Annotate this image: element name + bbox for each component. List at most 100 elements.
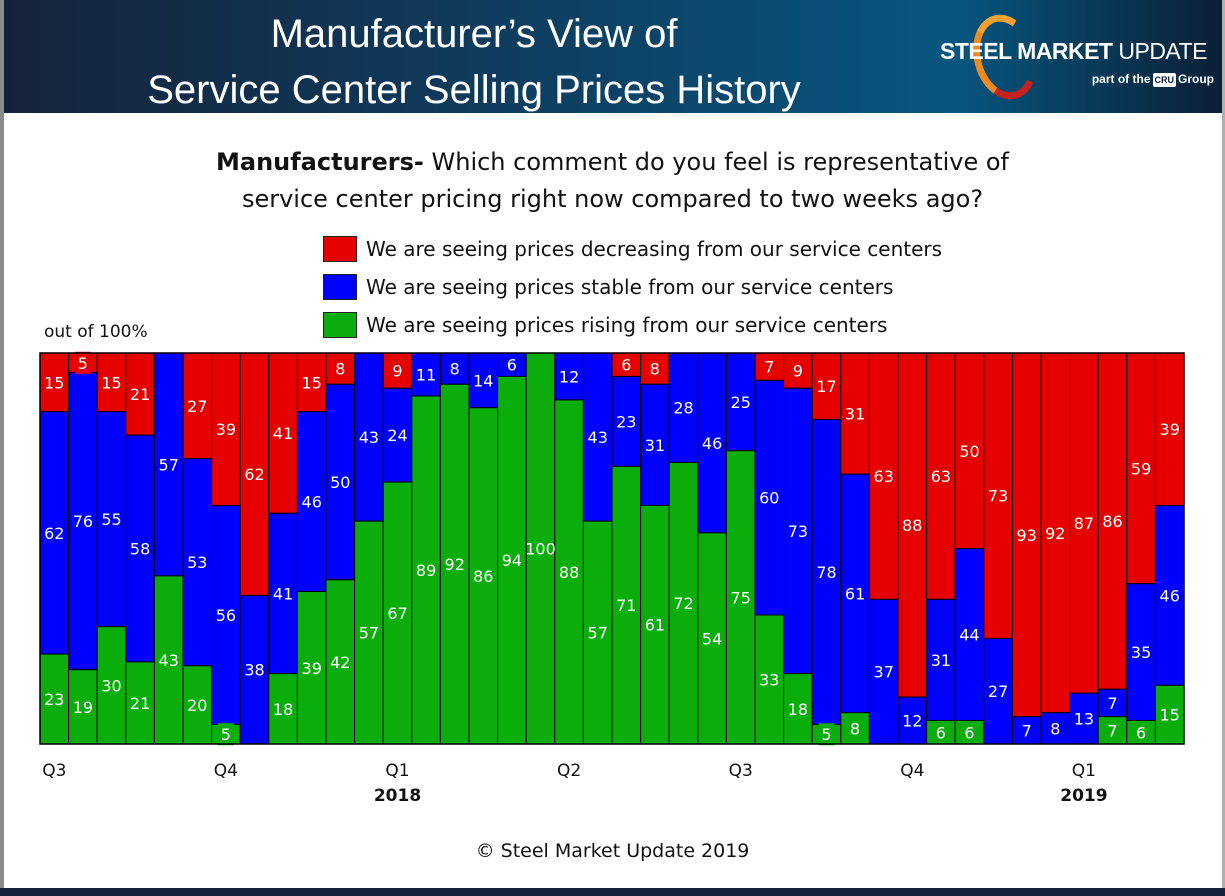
window-frame-right <box>1222 0 1225 896</box>
data-label-background <box>217 723 234 746</box>
data-label: 18 <box>788 700 808 719</box>
data-label: 28 <box>673 399 693 418</box>
copyright: © Steel Market Update 2019 <box>475 840 750 862</box>
legend-swatch-red <box>323 236 357 262</box>
bar-segment <box>1069 692 1099 745</box>
bar-segment <box>640 504 670 745</box>
data-label: 87 <box>1074 514 1094 533</box>
bar-segment <box>382 481 413 745</box>
question-line-1: Which comment do you feel is representat… <box>431 148 1010 176</box>
logo-text: STEEL MARKET UPDATE <box>940 38 1207 65</box>
data-label: 12 <box>902 712 922 731</box>
bar-segment <box>411 395 441 745</box>
data-label: 72 <box>673 594 693 613</box>
data-label: 8 <box>450 360 460 379</box>
x-year-label: 2019 <box>1060 786 1107 806</box>
data-label: 6 <box>621 356 631 375</box>
bar-segment <box>39 411 70 655</box>
data-label: 8 <box>650 360 660 379</box>
survey-question: Manufacturers- Which comment do you feel… <box>150 144 1075 218</box>
data-label: 20 <box>187 696 207 715</box>
data-label: 63 <box>931 467 951 486</box>
x-tick-label: Q3 <box>729 761 753 781</box>
data-label: 53 <box>187 553 207 572</box>
bar-segment <box>296 411 327 593</box>
data-label: 71 <box>616 596 636 615</box>
data-label: 62 <box>244 465 264 484</box>
data-label: 8 <box>1050 719 1060 738</box>
data-label: 5 <box>78 354 88 373</box>
data-label: 73 <box>788 522 808 541</box>
data-label: 58 <box>130 540 150 559</box>
bar-segment <box>268 512 298 675</box>
data-label: 6 <box>964 723 974 742</box>
data-label: 6 <box>1136 723 1146 742</box>
legend-swatch-green <box>323 312 357 338</box>
window-frame-left <box>0 0 4 896</box>
data-label: 94 <box>502 551 522 570</box>
data-label: 7 <box>1107 694 1117 713</box>
title-line-1: Manufacturer’s View of <box>270 12 678 56</box>
data-label: 23 <box>616 412 636 431</box>
logo-light: UPDATE <box>1118 38 1207 64</box>
question-bold: Manufacturers- <box>215 148 424 176</box>
chart-legend: We are seeing prices decreasing from our… <box>323 230 942 344</box>
x-tick-label: Q4 <box>900 761 924 781</box>
bar-segment <box>182 665 213 745</box>
data-label: 11 <box>416 366 436 385</box>
bar-segment <box>1040 712 1071 745</box>
data-label: 9 <box>392 362 402 381</box>
x-tick-label: Q1 <box>385 761 409 781</box>
data-label: 100 <box>525 540 556 559</box>
data-label: 31 <box>645 436 665 455</box>
data-label: 18 <box>273 700 293 719</box>
data-label: 23 <box>44 690 64 709</box>
bar-segment <box>754 614 785 745</box>
data-label: 63 <box>874 467 894 486</box>
data-label: 39 <box>1160 420 1180 439</box>
data-label: 59 <box>1131 459 1151 478</box>
legend-item-decreasing: We are seeing prices decreasing from our… <box>323 230 942 268</box>
bar-segment <box>239 594 270 745</box>
data-label: 93 <box>1017 526 1037 545</box>
bar-segment <box>239 352 270 596</box>
legend-item-rising: We are seeing prices rising from our ser… <box>323 306 942 344</box>
data-label: 43 <box>588 428 608 447</box>
data-label: 14 <box>473 371 493 390</box>
bar-segment <box>1069 352 1099 694</box>
data-label: 8 <box>850 719 860 738</box>
data-label: 6 <box>936 723 946 742</box>
bar-segment <box>1011 352 1042 718</box>
data-label: 15 <box>1160 706 1180 725</box>
header-banner: Manufacturer’s View of Service Center Se… <box>4 0 1222 113</box>
data-label: 73 <box>988 487 1008 506</box>
legend-label: We are seeing prices stable from our ser… <box>366 275 894 299</box>
data-label: 30 <box>101 676 121 695</box>
bar-segment <box>754 379 785 616</box>
data-label: 15 <box>44 373 64 392</box>
data-label: 35 <box>1131 643 1151 662</box>
data-label-background <box>74 351 91 374</box>
bar-segment <box>468 407 499 745</box>
data-label: 86 <box>473 567 493 586</box>
bar-segment <box>96 626 127 745</box>
data-label: 13 <box>1074 710 1094 729</box>
logo-sub-suffix: Group <box>1178 72 1214 86</box>
data-label: 78 <box>816 563 836 582</box>
bar-segment <box>439 383 470 745</box>
logo-sub-prefix: part of the <box>1091 72 1151 86</box>
data-label: 92 <box>445 555 465 574</box>
data-label: 21 <box>130 385 150 404</box>
data-label: 50 <box>330 473 350 492</box>
data-label: 57 <box>359 624 379 643</box>
data-label: 15 <box>101 373 121 392</box>
data-label: 7 <box>764 358 774 377</box>
logo-subtext: part of the CRU Group <box>1092 72 1214 87</box>
data-label: 9 <box>793 362 803 381</box>
bar-segment <box>897 696 928 745</box>
bar-segment <box>725 352 756 452</box>
bar-segment <box>268 673 298 745</box>
data-label: 50 <box>959 442 979 461</box>
bar-segment <box>182 458 213 667</box>
data-label: 7 <box>1107 721 1117 740</box>
